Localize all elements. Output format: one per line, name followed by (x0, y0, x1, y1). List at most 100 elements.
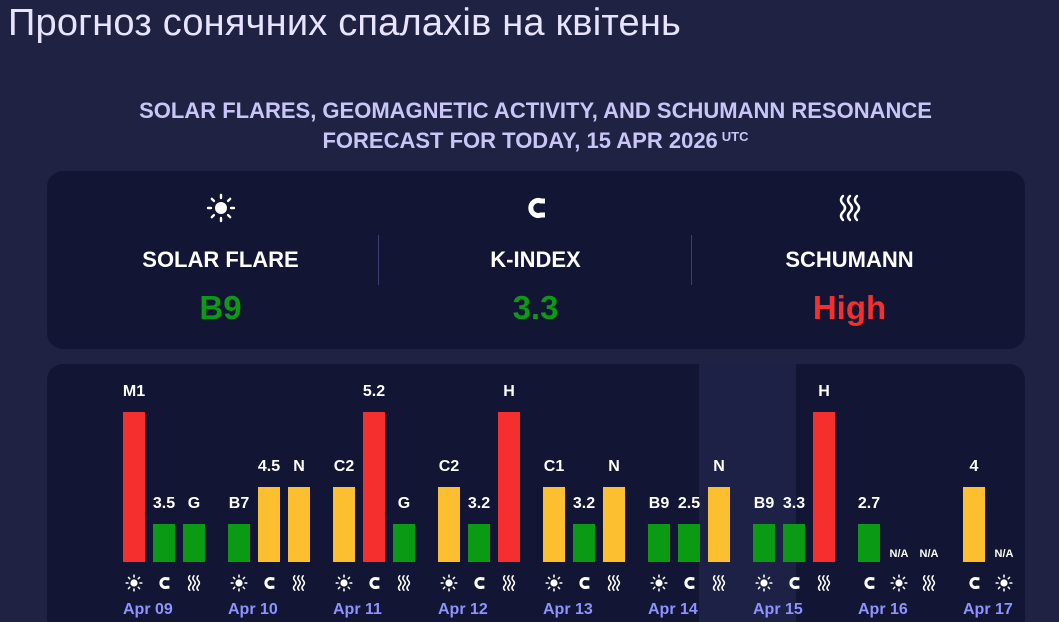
summary-card: SOLAR FLARE B9 K-INDEX 3.3 SCHUMANN High (47, 171, 1025, 349)
k-index-value: 3.3 (512, 289, 559, 326)
bar-flare (648, 524, 670, 562)
schumann-na-label: N/A (1019, 548, 1026, 560)
magnet-icon (573, 572, 595, 594)
kindex-value-label: 3.3 (782, 495, 806, 512)
flare-value-label: B9 (648, 495, 670, 512)
waves-icon (498, 572, 520, 594)
schumann-value-label: H (818, 383, 830, 400)
waves-icon (918, 572, 940, 594)
date-label: Apr 15 (753, 601, 803, 618)
date-label: Apr 09 (123, 601, 173, 618)
forecast-subtitle: SOLAR FLARES, GEOMAGNETIC ACTIVITY, AND … (0, 96, 1059, 156)
k-index-label: K-INDEX (490, 247, 581, 272)
date-label: Apr 12 (438, 601, 488, 618)
schumann-value-label: N (713, 458, 725, 475)
kindex-value-label: 3.5 (152, 495, 176, 512)
forecast-chart[interactable]: M1 3.5 G Apr 09 B7 4.5 N Apr 10 C2 5.2 G Apr 11 C2 3.… (47, 364, 1025, 622)
schumann-value-label: G (187, 495, 201, 512)
sun-icon (648, 572, 670, 594)
sun-icon (333, 572, 355, 594)
subtitle-date-text: FORECAST FOR TODAY, 15 APR 2026 (322, 128, 718, 153)
flare-value-label: C2 (438, 458, 460, 475)
schumann-label: SCHUMANN (785, 247, 914, 272)
bar-flare (753, 524, 775, 562)
sun-icon (993, 572, 1015, 594)
bar-kindex (678, 524, 700, 562)
bar-flare (543, 487, 565, 562)
bar-flare (123, 412, 145, 562)
date-label: Apr 16 (858, 601, 908, 618)
magnet-icon (153, 572, 175, 594)
sun-icon (543, 572, 565, 594)
bar-schumann (288, 487, 310, 562)
magnet-icon (379, 193, 692, 223)
kindex-value-label: 3.2 (467, 495, 491, 512)
magnet-icon (963, 572, 985, 594)
flare-value-label: C2 (333, 458, 355, 475)
summary-divider (691, 235, 692, 285)
bar-schumann (603, 487, 625, 562)
flare-value-label: B7 (228, 495, 250, 512)
bar-schumann (498, 412, 520, 562)
magnet-icon (258, 572, 280, 594)
bar-kindex (468, 524, 490, 562)
bar-kindex (858, 524, 880, 562)
schumann-na-label: N/A (919, 548, 939, 560)
sun-icon (123, 572, 145, 594)
magnet-icon (783, 572, 805, 594)
kindex-value-label: 4 (969, 458, 979, 475)
page-title: Прогноз сонячних спалахів на квітень (8, 2, 682, 44)
schumann-value-label: N (608, 458, 620, 475)
waves-icon (708, 572, 730, 594)
bar-kindex (363, 412, 385, 562)
schumann-value-label: H (503, 383, 515, 400)
date-label: Apr 11 (333, 601, 382, 618)
schumann-value: High (812, 289, 887, 326)
schumann-value-label: G (397, 495, 411, 512)
waves-icon (693, 193, 1006, 223)
date-label: Apr 17 (963, 601, 1013, 618)
waves-icon (183, 572, 205, 594)
kindex-value-label: 3.2 (572, 495, 596, 512)
waves-icon (393, 572, 415, 594)
flare-value-label: C1 (543, 458, 565, 475)
kindex-value-label: 4.5 (257, 458, 281, 475)
bar-flare (438, 487, 460, 562)
bar-kindex (258, 487, 280, 562)
utc-label: UTC (721, 129, 749, 144)
magnet-icon (468, 572, 490, 594)
sun-icon (64, 193, 377, 223)
magnet-icon (858, 572, 880, 594)
bar-kindex (573, 524, 595, 562)
sun-icon (753, 572, 775, 594)
bar-schumann (708, 487, 730, 562)
waves-icon (603, 572, 625, 594)
summary-k-index: K-INDEX 3.3 (379, 171, 692, 349)
magnet-icon (363, 572, 385, 594)
waves-icon (813, 572, 835, 594)
date-label: Apr 14 (648, 601, 698, 618)
flare-value-label: B9 (753, 495, 775, 512)
subtitle-line-2: FORECAST FOR TODAY, 15 APR 2026 UTC (0, 126, 1059, 156)
bar-schumann (183, 524, 205, 562)
waves-icon (288, 572, 310, 594)
date-label: Apr 10 (228, 601, 278, 618)
solar-flare-value: B9 (199, 289, 242, 326)
schumann-value-label: N (293, 458, 305, 475)
bar-kindex (153, 524, 175, 562)
summary-schumann: SCHUMANN High (693, 171, 1006, 349)
kindex-value-label: 2.5 (677, 495, 701, 512)
flare-na-label: N/A (994, 548, 1014, 560)
flare-value-label: M1 (122, 383, 146, 400)
kindex-value-label: 2.7 (857, 495, 881, 512)
bar-flare (333, 487, 355, 562)
sun-icon (228, 572, 250, 594)
summary-solar-flare: SOLAR FLARE B9 (64, 171, 377, 349)
bar-flare (228, 524, 250, 562)
magnet-icon (678, 572, 700, 594)
date-label: Apr 13 (543, 601, 593, 618)
sun-icon (438, 572, 460, 594)
solar-flare-label: SOLAR FLARE (142, 247, 299, 272)
bar-schumann (813, 412, 835, 562)
sun-icon (888, 572, 910, 594)
